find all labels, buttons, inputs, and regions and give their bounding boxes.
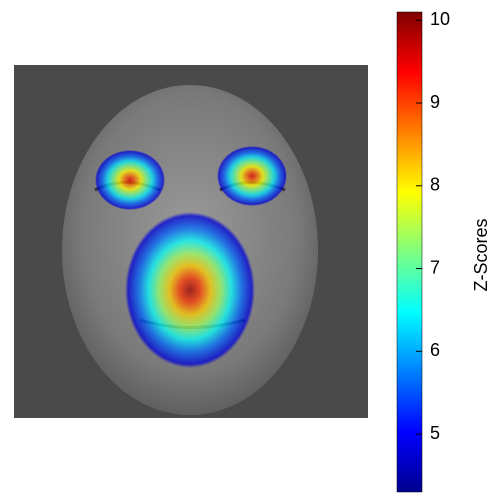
colorbar-label: Z-Scores (471, 218, 491, 291)
colorbar-tick-label: 5 (430, 423, 440, 443)
colorbar-tick-label: 7 (430, 257, 440, 277)
heat-blob (125, 212, 255, 368)
colorbar-tick-label: 6 (430, 340, 440, 360)
heat-blob (217, 146, 287, 206)
heat-overlay (95, 146, 287, 368)
colorbar-tick-label: 8 (430, 175, 440, 195)
heat-blob (95, 150, 165, 210)
colorbar (396, 11, 423, 493)
colorbar-tick-label: 10 (430, 9, 450, 29)
colorbar-tick-label: 9 (430, 92, 440, 112)
